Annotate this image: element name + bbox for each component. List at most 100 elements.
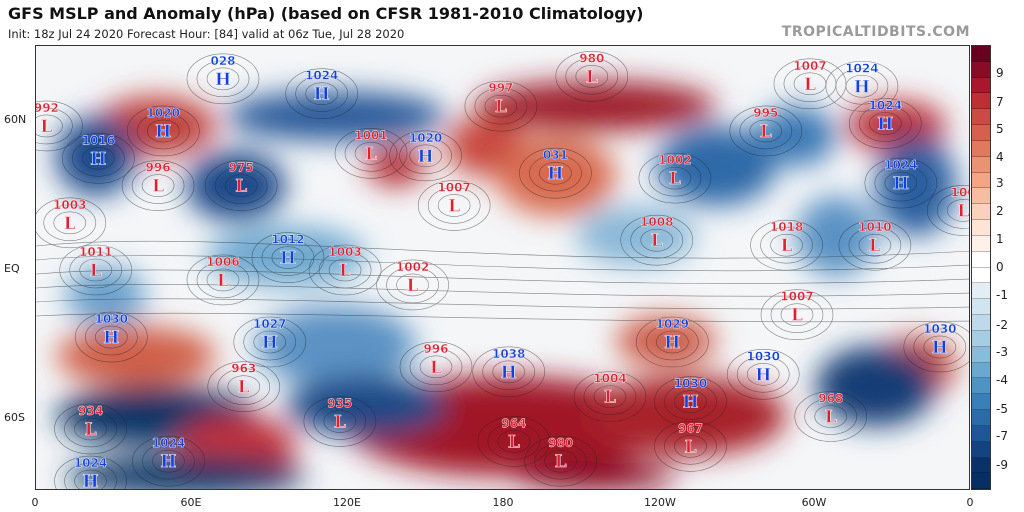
isobar <box>344 134 398 172</box>
isobar <box>736 355 790 393</box>
isobar <box>396 273 429 297</box>
isobar <box>638 152 712 204</box>
low-pressure-center: 980 L <box>579 51 604 87</box>
isobar <box>492 360 525 384</box>
low-pressure-center: 1004 L <box>593 371 627 407</box>
low-pressure-center: 997 L <box>488 81 513 117</box>
high-pressure-center: 1029 H <box>655 317 689 353</box>
pressure-value: 100 <box>951 185 970 199</box>
isobar <box>295 75 348 113</box>
colorbar-bin <box>972 425 990 442</box>
isobar <box>749 119 783 143</box>
isobar <box>95 325 128 349</box>
colorbar-label: -2 <box>996 318 1008 332</box>
pressure-letter: L <box>586 67 598 87</box>
colorbar-bin <box>972 140 990 157</box>
pressure-letter: H <box>262 333 278 353</box>
isobar <box>36 298 969 310</box>
pressure-letter: L <box>40 117 52 137</box>
low-pressure-center: 963 L <box>231 362 256 398</box>
isobar <box>519 147 592 199</box>
high-pressure-center: 1024 H <box>305 69 339 105</box>
pressure-letter: L <box>555 452 567 472</box>
high-pressure-center: 1038 H <box>492 347 526 383</box>
pressure-value: 967 <box>678 421 703 435</box>
pressure-value: 1030 <box>674 377 707 391</box>
pressure-letter: L <box>957 201 969 221</box>
isobar <box>79 258 113 282</box>
isobar <box>82 146 115 170</box>
isobar <box>409 144 442 168</box>
pressure-letter: L <box>685 437 697 457</box>
low-pressure-center: 1003 L <box>53 198 87 234</box>
pressure-letter: H <box>932 338 948 358</box>
isobar <box>926 185 969 236</box>
isobar <box>487 423 541 460</box>
isobar <box>36 240 969 259</box>
anomaly-region <box>66 456 306 489</box>
isobar <box>409 348 463 386</box>
high-pressure-center: 1012 H <box>271 232 305 268</box>
pressure-value: 1007 <box>793 59 826 73</box>
isobar <box>323 410 357 433</box>
pressure-letter: H <box>155 122 171 142</box>
pressure-letter: L <box>508 432 520 452</box>
isobar <box>658 166 692 190</box>
isobar <box>204 160 278 211</box>
pressure-value: 1002 <box>658 153 691 167</box>
colorbar-label: 2 <box>996 204 1004 218</box>
colorbar-bin <box>972 457 990 474</box>
pressure-value: 1024 <box>305 69 338 83</box>
isobar <box>482 353 535 391</box>
pressure-value: 968 <box>818 391 843 405</box>
low-pressure-center: 1007 L <box>793 59 827 95</box>
low-pressure-center: 1001 L <box>354 128 388 164</box>
pressure-value: 1007 <box>780 290 813 304</box>
anomaly-region <box>576 206 696 266</box>
isobar <box>271 246 305 269</box>
high-pressure-center: 1030 H <box>746 349 780 385</box>
isobar <box>794 391 868 442</box>
high-pressure-center: 1024 H <box>884 158 918 194</box>
high-pressure-center: 1020 H <box>146 106 180 142</box>
colorbar-bin <box>972 267 990 284</box>
isobar <box>227 375 261 399</box>
pressure-letter: L <box>238 378 250 398</box>
pressure-letter: H <box>103 328 119 348</box>
isobar <box>305 82 338 106</box>
pressure-letter: L <box>365 144 377 164</box>
isobar <box>206 268 240 292</box>
low-pressure-center: 935 L <box>327 396 352 432</box>
pressure-letter: L <box>669 169 681 189</box>
high-pressure-center: 1024 H <box>74 456 108 489</box>
low-pressure-center: 1010 L <box>858 220 892 256</box>
isobar <box>217 368 271 406</box>
isobar <box>534 442 587 480</box>
colorbar-bin <box>972 93 990 110</box>
pressure-letter: H <box>877 115 893 135</box>
low-pressure-center: 934 L <box>78 404 103 440</box>
isobar <box>437 194 471 217</box>
isobar <box>417 180 491 231</box>
isobar <box>544 449 577 473</box>
lon-tick-label: 60E <box>180 496 202 509</box>
colorbar-bin <box>972 283 990 300</box>
low-pressure-center: 968 L <box>818 391 843 427</box>
pressure-letter: H <box>854 77 870 97</box>
colorbar-bin <box>972 251 990 268</box>
colorbar-label: 7 <box>996 95 1004 109</box>
isobar <box>640 228 674 252</box>
isobar <box>334 127 408 179</box>
pressure-value: 997 <box>488 81 513 95</box>
isobar <box>773 58 847 110</box>
anomaly-region <box>256 306 416 386</box>
pressure-value: 996 <box>423 342 448 356</box>
pressure-value: 980 <box>579 51 604 65</box>
anomaly-region <box>286 376 446 436</box>
isobar <box>62 132 135 184</box>
pressure-letter: L <box>791 306 803 326</box>
high-pressure-center: 1030 H <box>674 376 708 412</box>
isobar <box>664 383 717 420</box>
isobar <box>389 130 462 182</box>
low-pressure-center: 1008 L <box>640 215 674 251</box>
